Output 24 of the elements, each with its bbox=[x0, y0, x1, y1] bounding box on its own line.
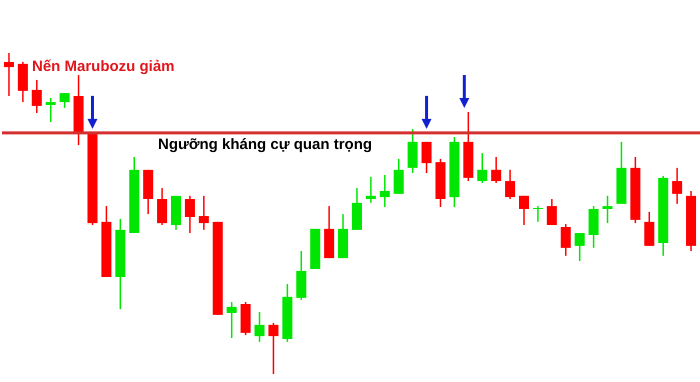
candlestick bbox=[366, 176, 376, 204]
candlestick bbox=[518, 195, 530, 226]
candlestick bbox=[422, 141, 432, 174]
candlestick bbox=[574, 232, 585, 262]
candlestick bbox=[268, 322, 278, 375]
candlestick bbox=[546, 198, 557, 226]
ref-line-label: Ngưỡng kháng cự quan trọng bbox=[158, 136, 372, 153]
candlestick bbox=[477, 152, 488, 184]
candlestick bbox=[184, 195, 195, 234]
candlestick bbox=[491, 156, 502, 184]
candlestick bbox=[60, 92, 70, 109]
candlestick bbox=[380, 174, 390, 208]
candlestick bbox=[602, 195, 613, 224]
candlestick bbox=[254, 311, 265, 343]
candlestick bbox=[46, 97, 56, 123]
candlestick bbox=[198, 195, 209, 231]
candlestick bbox=[4, 52, 14, 97]
candlestick bbox=[672, 167, 682, 205]
annotation: Nến Marubozu giảm bbox=[32, 58, 175, 75]
candlestick bbox=[32, 79, 42, 114]
candlestick bbox=[226, 301, 237, 339]
candlestick bbox=[560, 223, 571, 257]
candlestick bbox=[505, 169, 516, 200]
candlestick bbox=[532, 205, 543, 223]
